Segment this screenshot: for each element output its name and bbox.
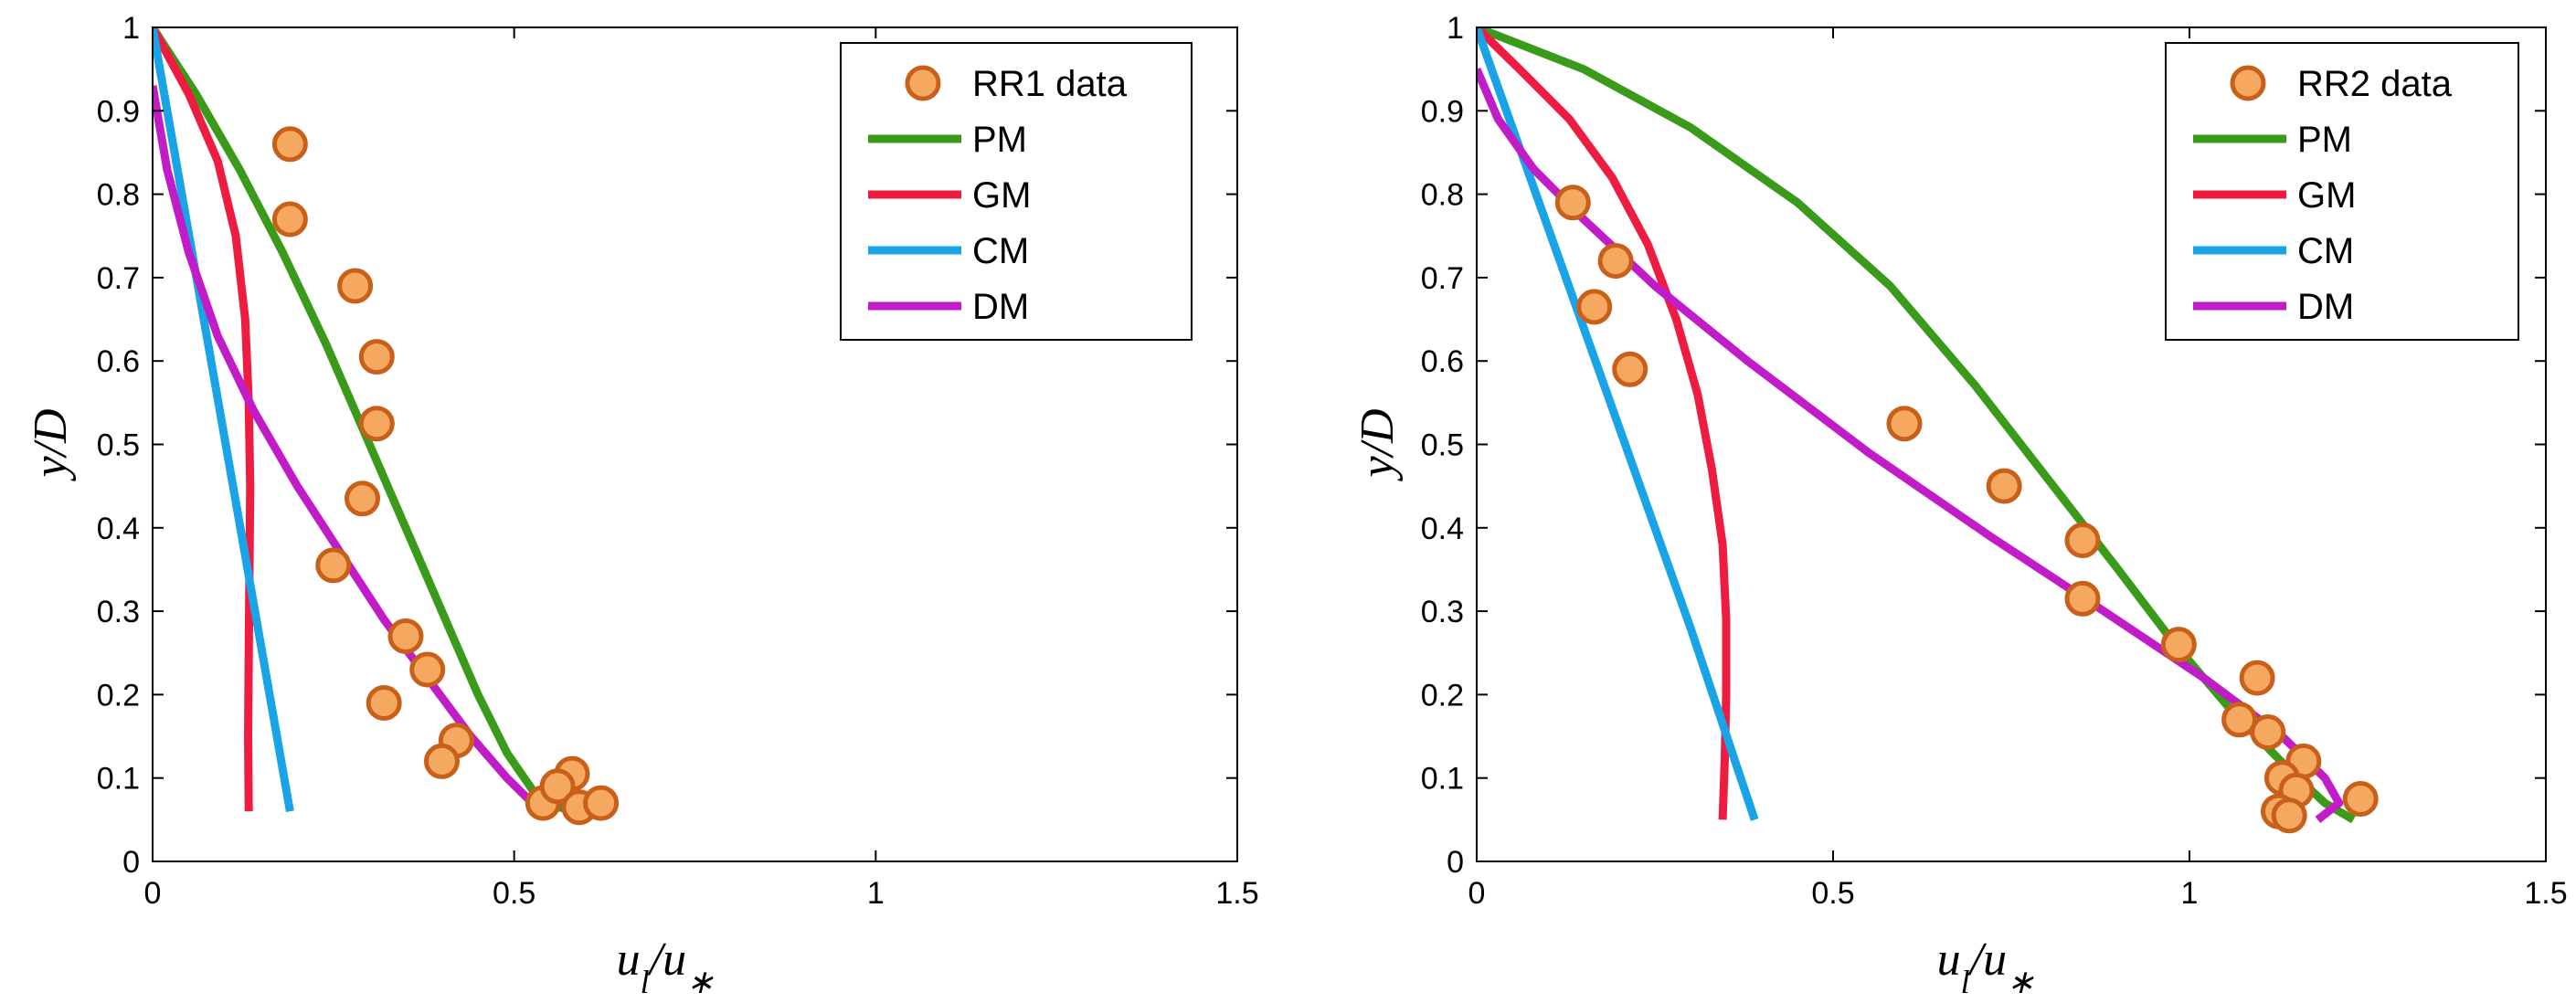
y-tick-label: 0.6	[1421, 344, 1464, 379]
chart-rr2: 0 0.5 1 1.5 0 0.1 0.2 0.3 0.4 0.5 0.6 0.7 0.8 0.9 1 RR…	[1352, 11, 2568, 1000]
legend-marker-data	[2230, 65, 2266, 101]
data-point	[358, 406, 395, 442]
y-tick-label: 0.2	[1421, 678, 1464, 713]
chart-rr1: 0 0.5 1 1.5 0 0.1 0.2 0.3 0.4 0.5 0.6 0.7 0.8 0.9 1 RR…	[25, 11, 1259, 1000]
series-line-gm	[153, 27, 255, 812]
data-point	[387, 618, 424, 654]
legend-label-gm: GM	[972, 175, 1031, 216]
legend-label-cm: CM	[2297, 231, 2354, 271]
x-tick-label: 1.5	[2524, 876, 2567, 911]
data-point	[1612, 351, 1648, 387]
x-tick-label: 0.5	[1811, 876, 1854, 911]
data-point	[345, 480, 380, 517]
y-tick-label: 0.4	[1421, 512, 1464, 546]
data-point	[1554, 185, 1591, 221]
data-point	[2239, 660, 2275, 696]
y-tick-label: 0.9	[1421, 94, 1464, 129]
series-line-gm	[1477, 27, 1731, 820]
y-tick-label: 0.7	[1421, 261, 1464, 296]
y-tick-label: 0	[1447, 845, 1464, 880]
y-tick-label: 0.3	[1421, 595, 1464, 629]
y-tick-label: 0.1	[97, 762, 140, 797]
data-point	[2064, 523, 2101, 558]
x-tick-label: 1	[867, 876, 885, 911]
data-point	[539, 768, 576, 805]
legend-label-gm: GM	[2297, 175, 2356, 216]
scatter-points	[271, 126, 620, 826]
y-tick-label: 0.2	[97, 678, 140, 713]
y-axis-label: y/D	[1352, 408, 1404, 481]
series-lines	[153, 27, 588, 816]
series-line-pm	[153, 27, 588, 816]
data-point	[2271, 797, 2307, 834]
scatter-points	[1554, 185, 2379, 834]
legend: RR2 data PM GM CM DM	[2165, 42, 2519, 341]
data-point	[1597, 243, 1634, 280]
x-axis-label: ul/u∗	[617, 934, 715, 1000]
y-axis-label: y/D	[25, 408, 77, 481]
legend-marker-data	[905, 65, 941, 101]
y-tick-label: 0.3	[97, 595, 140, 629]
x-tick-label: 1.5	[1215, 876, 1258, 911]
data-point	[1576, 289, 1613, 325]
data-point	[2221, 702, 2258, 738]
data-point	[1986, 468, 2022, 504]
data-point	[337, 268, 374, 304]
legend-label-pm: PM	[2297, 120, 2352, 160]
y-tick-label: 0.5	[97, 428, 140, 463]
y-tick-label: 0	[122, 845, 140, 880]
data-point	[583, 785, 620, 821]
legend-label-cm: CM	[972, 231, 1029, 271]
x-tick-label: 0.5	[493, 876, 535, 911]
y-tick-label: 0.7	[97, 261, 140, 296]
data-point	[2160, 627, 2197, 663]
y-tick-label: 0.8	[1421, 178, 1464, 213]
data-point	[409, 651, 446, 688]
data-point	[358, 339, 395, 375]
y-tick-label: 0.5	[1421, 428, 1464, 463]
legend-label-pm: PM	[972, 120, 1027, 160]
legend-label-data: RR2 data	[2297, 64, 2453, 104]
x-tick-label: 0	[144, 876, 162, 911]
legend: RR1 data PM GM CM DM	[840, 42, 1193, 341]
series-line-dm	[153, 85, 535, 807]
plot-area	[1477, 27, 2379, 834]
axes: 0 0.5 1 1.5 0 0.1 0.2 0.3 0.4 0.5 0.6 0.7 0.8 0.9 1	[1421, 11, 2568, 911]
legend-label-dm: DM	[2297, 287, 2354, 327]
data-point	[2250, 714, 2286, 750]
y-tick-label: 0.1	[1421, 762, 1464, 797]
data-point	[2342, 781, 2379, 817]
plot-area	[153, 27, 620, 826]
y-tick-label: 0.6	[97, 344, 140, 379]
legend-label-dm: DM	[972, 287, 1029, 327]
y-tick-label: 0.8	[97, 178, 140, 213]
x-tick-label: 0	[1468, 876, 1486, 911]
x-tick-label: 1	[2181, 876, 2199, 911]
data-point	[315, 547, 352, 584]
data-point	[1886, 406, 1923, 442]
data-point	[271, 201, 308, 238]
data-point	[424, 743, 460, 779]
data-point	[2064, 580, 2101, 617]
x-axis-label: ul/u∗	[1937, 934, 2035, 1000]
legend-label-data: RR1 data	[972, 64, 1128, 104]
axes: 0 0.5 1 1.5 0 0.1 0.2 0.3 0.4 0.5 0.6 0.7 0.8 0.9 1	[97, 11, 1259, 911]
y-tick-label: 1	[1447, 11, 1464, 46]
data-point	[366, 685, 402, 721]
y-tick-label: 1	[122, 11, 140, 46]
data-point	[271, 126, 308, 163]
y-tick-label: 0.4	[97, 512, 140, 546]
series-line-cm	[153, 27, 294, 812]
y-tick-label: 0.9	[97, 94, 140, 129]
